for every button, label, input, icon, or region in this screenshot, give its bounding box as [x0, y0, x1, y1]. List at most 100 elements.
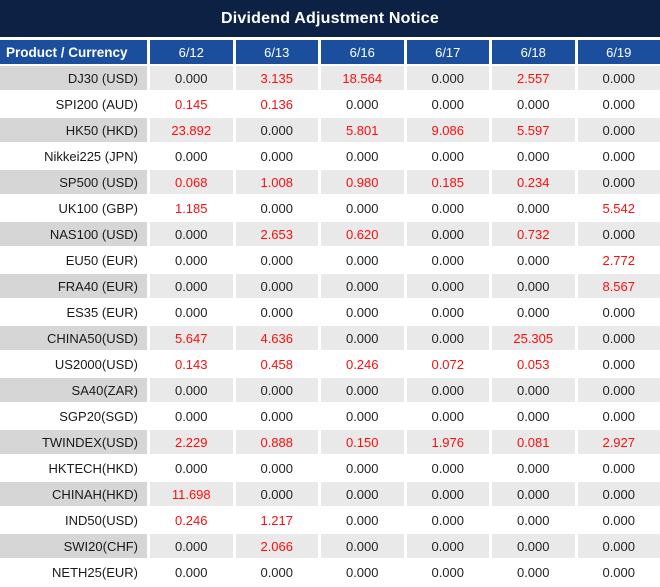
table-row: SP500 (USD) 0.068 1.008 0.980 0.185 0.234 0.00…: [0, 170, 660, 196]
product-cell: EU50 (EUR): [0, 248, 150, 274]
value-cell: 2.557: [492, 66, 578, 92]
product-cell: NAS100 (USD): [0, 222, 150, 248]
value-cell: 0.000: [150, 248, 236, 274]
column-header-date: 6/17: [406, 40, 492, 66]
value-cell: 0.081: [492, 430, 578, 456]
value-cell: 0.000: [492, 92, 578, 118]
product-cell: CHINAH(HKD): [0, 482, 150, 508]
value-cell: 0.000: [492, 482, 578, 508]
column-header-date: 6/13: [235, 40, 321, 66]
value-cell: 0.000: [406, 300, 492, 326]
value-cell: 0.000: [235, 300, 321, 326]
value-cell: 0.000: [492, 300, 578, 326]
table-row: UK100 (GBP) 1.185 0.000 0.000 0.000 0.000 5.54…: [0, 196, 660, 222]
table-row: DJ30 (USD) 0.000 3.135 18.564 0.000 2.557 0.00…: [0, 66, 660, 92]
value-cell: 1.976: [406, 430, 492, 456]
table-row: FRA40 (EUR) 0.000 0.000 0.000 0.000 0.000 8.56…: [0, 274, 660, 300]
value-cell: 0.000: [150, 66, 236, 92]
table-row: SPI200 (AUD) 0.145 0.136 0.000 0.000 0.000 0.0…: [0, 92, 660, 118]
value-cell: 2.229: [150, 430, 236, 456]
value-cell: 0.000: [492, 248, 578, 274]
value-cell: 0.000: [406, 482, 492, 508]
value-cell: 0.000: [406, 378, 492, 404]
value-cell: 0.000: [406, 560, 492, 586]
value-cell: 0.246: [321, 352, 407, 378]
value-cell: 0.143: [150, 352, 236, 378]
value-cell: 0.000: [406, 222, 492, 248]
value-cell: 0.000: [321, 300, 407, 326]
product-cell: CHINA50(USD): [0, 326, 150, 352]
table-row: HKTECH(HKD) 0.000 0.000 0.000 0.000 0.000 0.00…: [0, 456, 660, 482]
value-cell: 0.000: [406, 326, 492, 352]
value-cell: 0.000: [321, 404, 407, 430]
value-cell: 0.000: [150, 560, 236, 586]
value-cell: 0.000: [492, 144, 578, 170]
value-cell: 1.217: [235, 508, 321, 534]
column-header-date: 6/18: [492, 40, 578, 66]
product-cell: FRA40 (EUR): [0, 274, 150, 300]
table-row: ES35 (EUR) 0.000 0.000 0.000 0.000 0.000 0.000: [0, 300, 660, 326]
value-cell: 5.801: [321, 118, 407, 144]
value-cell: 0.000: [321, 274, 407, 300]
value-cell: 0.000: [235, 560, 321, 586]
value-cell: 0.000: [235, 196, 321, 222]
value-cell: 8.567: [577, 274, 660, 300]
value-cell: 2.927: [577, 430, 660, 456]
value-cell: 2.653: [235, 222, 321, 248]
value-cell: 0.000: [235, 144, 321, 170]
value-cell: 0.234: [492, 170, 578, 196]
value-cell: 0.000: [321, 92, 407, 118]
value-cell: 0.000: [577, 378, 660, 404]
product-cell: SP500 (USD): [0, 170, 150, 196]
value-cell: 0.000: [577, 66, 660, 92]
value-cell: 0.000: [235, 274, 321, 300]
value-cell: 0.000: [150, 378, 236, 404]
value-cell: 0.000: [577, 92, 660, 118]
table-row: SWI20(CHF) 0.000 2.066 0.000 0.000 0.000 0.000: [0, 534, 660, 560]
header-row: Product / Currency 6/12 6/13 6/16 6/17 6/18 6…: [0, 40, 660, 66]
table-row: EU50 (EUR) 0.000 0.000 0.000 0.000 0.000 2.772: [0, 248, 660, 274]
value-cell: 0.000: [406, 456, 492, 482]
value-cell: 0.000: [406, 66, 492, 92]
value-cell: 0.000: [321, 560, 407, 586]
product-cell: SA40(ZAR): [0, 378, 150, 404]
product-cell: HKTECH(HKD): [0, 456, 150, 482]
product-cell: ES35 (EUR): [0, 300, 150, 326]
value-cell: 9.086: [406, 118, 492, 144]
value-cell: 5.597: [492, 118, 578, 144]
value-cell: 0.000: [150, 404, 236, 430]
product-cell: US2000(USD): [0, 352, 150, 378]
value-cell: 0.000: [321, 144, 407, 170]
table-row: SA40(ZAR) 0.000 0.000 0.000 0.000 0.000 0.000: [0, 378, 660, 404]
column-header-date: 6/19: [577, 40, 660, 66]
value-cell: 0.000: [235, 118, 321, 144]
value-cell: 0.000: [150, 274, 236, 300]
value-cell: 0.000: [492, 274, 578, 300]
value-cell: 0.000: [406, 196, 492, 222]
product-cell: HK50 (HKD): [0, 118, 150, 144]
column-header-date: 6/12: [150, 40, 236, 66]
value-cell: 0.000: [150, 300, 236, 326]
table-row: NAS100 (USD) 0.000 2.653 0.620 0.000 0.732 0.0…: [0, 222, 660, 248]
value-cell: 0.246: [150, 508, 236, 534]
value-cell: 0.620: [321, 222, 407, 248]
value-cell: 0.000: [235, 456, 321, 482]
value-cell: 0.000: [150, 144, 236, 170]
value-cell: 0.980: [321, 170, 407, 196]
value-cell: 0.000: [577, 118, 660, 144]
value-cell: 0.145: [150, 92, 236, 118]
value-cell: 1.008: [235, 170, 321, 196]
value-cell: 0.000: [406, 534, 492, 560]
table-row: CHINA50(USD) 5.647 4.636 0.000 0.000 25.305 0.…: [0, 326, 660, 352]
value-cell: 0.000: [235, 248, 321, 274]
value-cell: 0.000: [321, 248, 407, 274]
value-cell: 0.000: [577, 482, 660, 508]
value-cell: 0.000: [577, 508, 660, 534]
value-cell: 0.136: [235, 92, 321, 118]
value-cell: 18.564: [321, 66, 407, 92]
product-cell: SGP20(SGD): [0, 404, 150, 430]
value-cell: 0.000: [577, 352, 660, 378]
value-cell: 5.647: [150, 326, 236, 352]
value-cell: 0.000: [406, 508, 492, 534]
value-cell: 0.000: [321, 508, 407, 534]
